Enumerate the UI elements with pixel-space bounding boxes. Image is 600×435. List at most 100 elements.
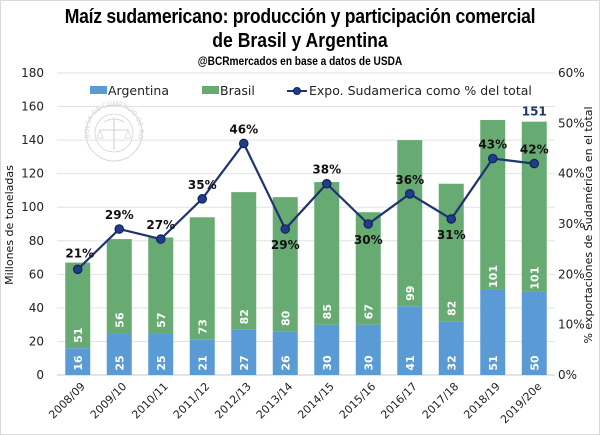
bar-label-argentina: 50	[528, 355, 541, 371]
y-tick-label: 120	[21, 167, 44, 181]
y-tick-label: 20	[29, 334, 44, 348]
line-point	[155, 234, 166, 244]
bar-brasil	[189, 217, 215, 340]
line-point-label: 29%	[271, 238, 300, 252]
y-tick-label: 140	[21, 133, 44, 147]
y-tick-label: 160	[21, 100, 44, 114]
chart-title: Maíz sudamericano: producción y particip…	[64, 6, 536, 28]
bar-argentina	[272, 331, 298, 375]
y2-tick-label: 60%	[558, 66, 585, 80]
line-point	[446, 214, 457, 224]
y2-tick-label: 0%	[558, 368, 577, 382]
bar-brasil	[148, 237, 174, 334]
line-point	[72, 264, 83, 275]
bar-label-argentina: 51	[487, 355, 500, 370]
chart-title-line2: de Brasil y Argentina	[212, 30, 388, 52]
bar-label-brasil: 101	[528, 267, 541, 290]
y-tick-label: 40	[29, 301, 44, 315]
line-point	[404, 189, 415, 199]
bar-label-brasil: 67	[362, 304, 375, 319]
line-expo-share	[76, 141, 535, 271]
bar-label-brasil: 80	[279, 310, 292, 326]
line-point	[280, 224, 291, 234]
bar-label-brasil: 73	[196, 319, 209, 334]
line-point	[487, 153, 498, 164]
y-tick-label: 0	[36, 368, 44, 382]
bar-label-argentina: 30	[362, 355, 375, 371]
y2-tick-label: 10%	[558, 318, 585, 332]
legend-label-expo: Expo. Sudamerica como % del total	[309, 83, 532, 98]
x-tick-label: 2017/18	[420, 380, 462, 422]
bar-label-brasil: 101	[487, 265, 500, 288]
x-tick-label: 2012/13	[212, 380, 254, 422]
bar-argentina	[314, 324, 340, 375]
bar-label-brasil: 85	[321, 304, 334, 319]
bar-label-argentina: 26	[279, 355, 292, 371]
bar-brasil	[480, 119, 506, 290]
bar-brasil	[521, 121, 547, 292]
bar-label-brasil: 51	[72, 327, 85, 342]
bar-argentina	[189, 339, 215, 375]
bar-label-argentina: 41	[404, 355, 417, 370]
legend-swatch-argentina	[90, 86, 107, 94]
line-point	[363, 219, 374, 229]
x-tick-label: 2008/09	[46, 380, 88, 422]
bar-label-argentina: 16	[72, 355, 85, 371]
x-tick-label: 2009/10	[88, 380, 130, 422]
line-point	[114, 224, 125, 234]
bar-label-argentina: 32	[445, 355, 458, 370]
line-point-label: 21%	[65, 246, 94, 260]
x-tick-label: 2013/14	[254, 380, 296, 422]
legend-label-argentina: Argentina	[108, 83, 169, 98]
x-tick-label: 2019/20e	[498, 380, 544, 426]
bar-argentina	[355, 324, 381, 375]
bar-label-brasil: 57	[155, 312, 168, 327]
x-tick-label: 2018/19	[461, 380, 503, 422]
line-point-label: 27%	[146, 218, 175, 232]
line-point-label: 43%	[478, 138, 507, 152]
bar-brasil	[65, 262, 91, 349]
line-point	[321, 178, 332, 189]
bar-argentina	[397, 306, 423, 375]
bar-brasil	[397, 140, 423, 307]
y2-axis-label: % exportaciones de Sudamérica en el tota…	[582, 106, 595, 343]
line-point-label: 31%	[437, 228, 466, 242]
y2-tick-label: 50%	[558, 116, 585, 130]
x-tick-label: 2010/11	[129, 380, 171, 422]
y-tick-label: 180	[21, 66, 44, 80]
y2-tick-label: 20%	[558, 267, 585, 281]
y-tick-label: 100	[21, 200, 44, 214]
bar-brasil	[231, 192, 257, 330]
line-point-label: 36%	[395, 173, 424, 187]
total-annotation: 151	[522, 105, 547, 119]
line-point-label: 30%	[354, 233, 383, 247]
line-point	[238, 138, 249, 149]
line-point	[529, 158, 540, 169]
bar-label-brasil: 56	[113, 312, 126, 328]
bar-label-argentina: 25	[113, 355, 126, 370]
legend-label-brasil: Brasil	[220, 83, 255, 98]
chart-subtitle: @BCRmercados en base a datos de USDA	[197, 56, 403, 68]
x-tick-label: 2014/15	[295, 380, 337, 422]
line-point-label: 42%	[520, 143, 549, 157]
bar-label-brasil: 82	[445, 301, 458, 316]
bar-brasil	[106, 239, 132, 334]
y-tick-label: 80	[29, 234, 44, 248]
legend-swatch-marker	[293, 87, 301, 95]
bar-argentina	[148, 333, 174, 375]
bar-argentina	[106, 333, 132, 375]
bar-argentina	[231, 329, 257, 375]
y-tick-label: 60	[29, 267, 44, 281]
bar-label-argentina: 30	[321, 355, 334, 371]
bar-argentina	[480, 289, 506, 375]
y-axis-label: Millones de toneladas	[3, 165, 16, 285]
x-tick-label: 2011/12	[171, 380, 213, 422]
legend-swatch-brasil	[202, 86, 219, 94]
x-tick-label: 2015/16	[337, 380, 379, 422]
bar-label-brasil: 99	[404, 286, 417, 301]
line-point	[197, 194, 208, 204]
bar-argentina	[438, 321, 464, 375]
bar-argentina	[65, 348, 91, 375]
line-point-label: 38%	[312, 163, 341, 177]
